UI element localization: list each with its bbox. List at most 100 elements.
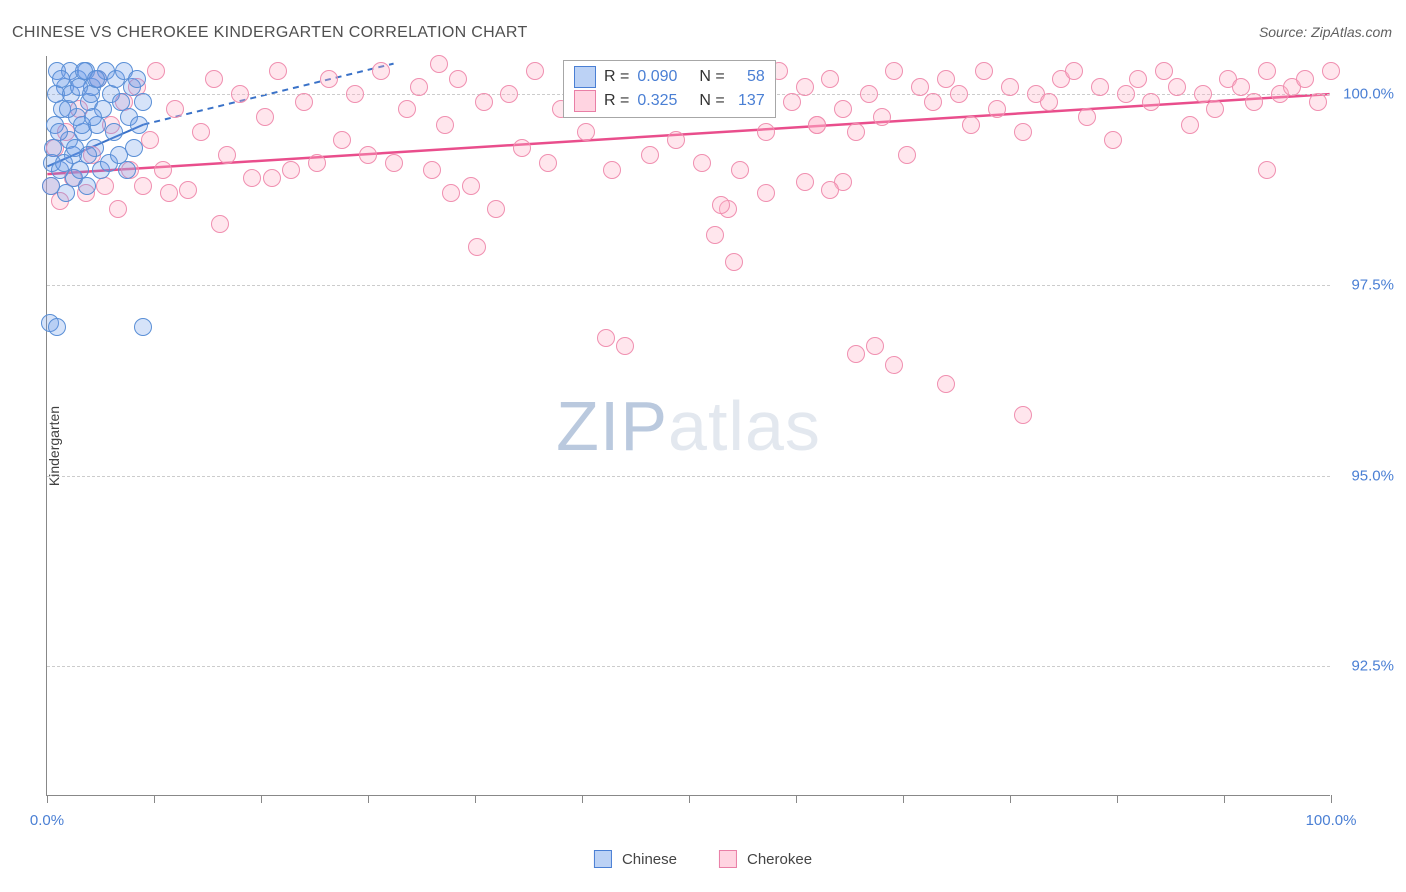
point-cherokee — [1322, 62, 1340, 80]
point-cherokee — [1309, 93, 1327, 111]
y-tick-label: 92.5% — [1336, 658, 1394, 675]
point-cherokee — [468, 238, 486, 256]
legend: Chinese Cherokee — [594, 850, 812, 868]
point-cherokee — [821, 70, 839, 88]
point-cherokee — [847, 123, 865, 141]
point-chinese — [118, 161, 136, 179]
y-tick-label: 95.0% — [1336, 467, 1394, 484]
point-cherokee — [962, 116, 980, 134]
point-cherokee — [1104, 131, 1122, 149]
point-cherokee — [96, 177, 114, 195]
gridline — [47, 285, 1330, 286]
point-cherokee — [1206, 100, 1224, 118]
point-cherokee — [1194, 85, 1212, 103]
point-cherokee — [282, 161, 300, 179]
point-chinese — [125, 139, 143, 157]
point-cherokee — [757, 184, 775, 202]
y-tick-label: 97.5% — [1336, 276, 1394, 293]
point-cherokee — [757, 123, 775, 141]
point-cherokee — [211, 215, 229, 233]
point-cherokee — [577, 123, 595, 141]
point-cherokee — [218, 146, 236, 164]
point-cherokee — [603, 161, 621, 179]
plot-area: ZIPatlas 92.5%95.0%97.5%100.0%0.0%100.0% — [46, 56, 1330, 796]
point-cherokee — [808, 116, 826, 134]
stats-row-chinese: R = 0.090 N = 58 — [572, 65, 767, 89]
point-cherokee — [937, 70, 955, 88]
point-cherokee — [430, 55, 448, 73]
x-tick — [1224, 795, 1225, 803]
point-cherokee — [256, 108, 274, 126]
point-cherokee — [937, 375, 955, 393]
point-chinese — [130, 116, 148, 134]
point-chinese — [78, 177, 96, 195]
chart-title: CHINESE VS CHEROKEE KINDERGARTEN CORRELA… — [12, 24, 528, 42]
point-cherokee — [346, 85, 364, 103]
point-cherokee — [1014, 123, 1032, 141]
point-cherokee — [410, 78, 428, 96]
point-cherokee — [731, 161, 749, 179]
point-cherokee — [1296, 70, 1314, 88]
x-tick — [1010, 795, 1011, 803]
swatch-cherokee — [719, 850, 737, 868]
point-cherokee — [134, 177, 152, 195]
point-chinese — [42, 177, 60, 195]
point-cherokee — [712, 196, 730, 214]
point-chinese — [128, 70, 146, 88]
point-cherokee — [475, 93, 493, 111]
point-cherokee — [1014, 406, 1032, 424]
point-cherokee — [616, 337, 634, 355]
x-tick — [1331, 795, 1332, 803]
point-cherokee — [725, 253, 743, 271]
point-cherokee — [333, 131, 351, 149]
x-tick — [903, 795, 904, 803]
point-cherokee — [866, 337, 884, 355]
point-cherokee — [160, 184, 178, 202]
point-cherokee — [1091, 78, 1109, 96]
point-cherokee — [398, 100, 416, 118]
swatch-chinese — [574, 66, 596, 88]
point-cherokee — [1155, 62, 1173, 80]
gridline — [47, 476, 1330, 477]
point-cherokee — [975, 62, 993, 80]
point-chinese — [82, 85, 100, 103]
swatch-chinese — [594, 850, 612, 868]
point-cherokee — [231, 85, 249, 103]
watermark: ZIPatlas — [556, 386, 821, 466]
point-cherokee — [205, 70, 223, 88]
legend-item-cherokee: Cherokee — [719, 850, 812, 868]
x-tick — [796, 795, 797, 803]
point-cherokee — [1258, 62, 1276, 80]
point-cherokee — [1078, 108, 1096, 126]
y-tick-label: 100.0% — [1336, 86, 1394, 103]
gridline — [47, 666, 1330, 667]
point-cherokee — [109, 200, 127, 218]
point-cherokee — [950, 85, 968, 103]
point-cherokee — [873, 108, 891, 126]
x-tick — [689, 795, 690, 803]
point-cherokee — [988, 100, 1006, 118]
point-cherokee — [442, 184, 460, 202]
point-cherokee — [192, 123, 210, 141]
point-chinese — [84, 108, 102, 126]
point-cherokee — [500, 85, 518, 103]
point-cherokee — [243, 169, 261, 187]
point-cherokee — [1245, 93, 1263, 111]
x-tick-label: 100.0% — [1306, 812, 1357, 829]
point-cherokee — [513, 139, 531, 157]
point-cherokee — [1065, 62, 1083, 80]
point-cherokee — [1129, 70, 1147, 88]
point-cherokee — [147, 62, 165, 80]
point-cherokee — [667, 131, 685, 149]
point-cherokee — [1232, 78, 1250, 96]
point-cherokee — [1181, 116, 1199, 134]
point-cherokee — [141, 131, 159, 149]
point-chinese — [105, 123, 123, 141]
point-cherokee — [436, 116, 454, 134]
point-cherokee — [1040, 93, 1058, 111]
point-chinese — [134, 93, 152, 111]
point-cherokee — [597, 329, 615, 347]
trend-lines — [47, 56, 1330, 795]
point-cherokee — [179, 181, 197, 199]
x-tick — [261, 795, 262, 803]
